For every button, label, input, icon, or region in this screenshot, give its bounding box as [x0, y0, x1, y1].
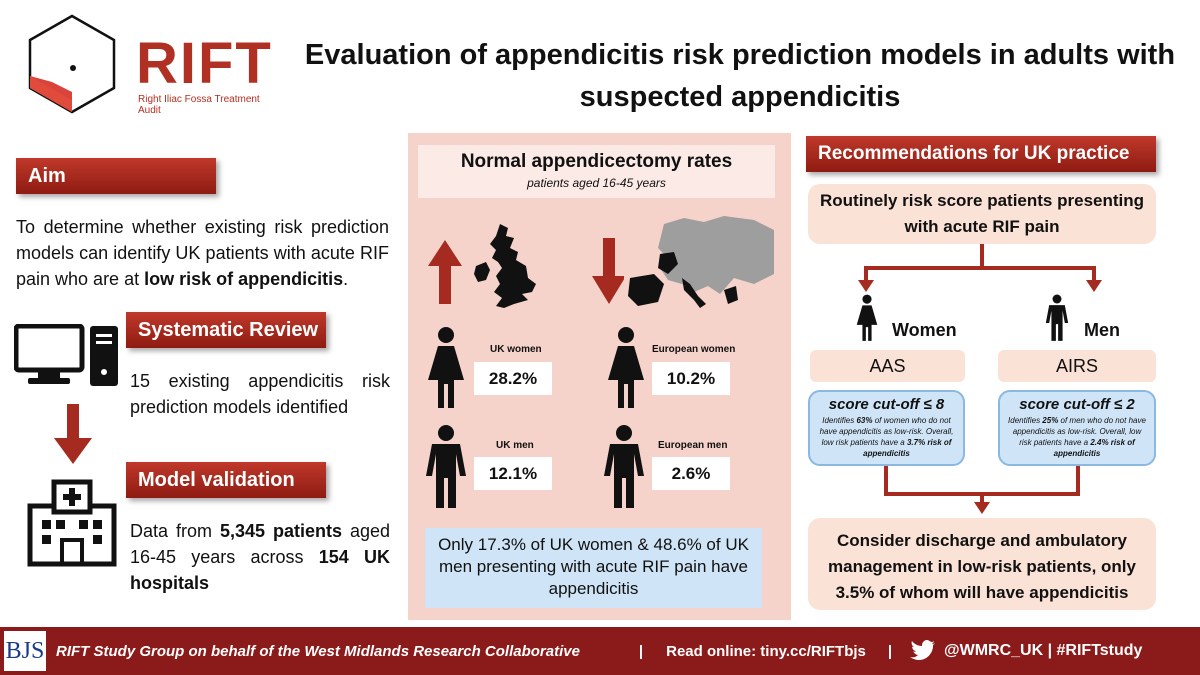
connector-line — [980, 494, 984, 504]
page-title: Evaluation of appendicitis risk predicti… — [304, 39, 1176, 113]
uk-women-value: 28.2% — [474, 362, 552, 395]
woman-icon — [428, 327, 464, 408]
man-icon — [426, 425, 466, 508]
airs-score-box: score cut-off ≤ 2 Identifies 25% of men … — [998, 390, 1156, 466]
read-online-link[interactable]: Read online: tiny.cc/RIFTbjs — [666, 642, 866, 660]
arrow-down-icon — [54, 404, 92, 464]
aas-score-description: Identifies 63% of women who do not have … — [819, 416, 954, 458]
twitter-handle[interactable]: @WMRC_UK | #RIFTstudy — [944, 642, 1143, 659]
recommendations-heading: Recommendations for UK practice — [806, 136, 1156, 172]
systematic-review-text: 15 existing appendicitis risk prediction… — [130, 371, 390, 417]
normal-appendicectomy-header: Normal appendicectomy rates patients age… — [418, 145, 775, 198]
airs-score-description: Identifies 25% of men who do not have ap… — [1008, 416, 1146, 458]
aas-score-box: score cut-off ≤ 8 Identifies 63% of wome… — [808, 390, 965, 466]
women-label: Women — [892, 320, 957, 340]
twitter-icon[interactable] — [910, 640, 936, 662]
european-women-label: European women — [652, 344, 736, 355]
arrowhead-icon — [1086, 280, 1102, 292]
arrow-down-red-icon — [592, 238, 626, 304]
airs-score-cutoff: score cut-off ≤ 2 — [1019, 396, 1135, 413]
bjs-logo: BJS — [4, 631, 46, 671]
connector-line — [864, 266, 868, 282]
footer-separator: | — [638, 642, 644, 660]
arrow-up-icon — [428, 240, 462, 304]
european-men-label: European men — [658, 440, 728, 451]
discharge-box: Consider discharge and ambulatory manage… — [808, 518, 1156, 610]
footer-separator: | — [887, 642, 893, 660]
connector-line — [980, 244, 984, 268]
computer-icon — [14, 324, 118, 386]
rift-subtitle: Right Iliac Fossa Treatment Audit — [138, 94, 260, 116]
aim-text: To determine whether existing risk predi… — [16, 217, 389, 289]
model-validation-text: Data from 5,345 patients aged 16-45 year… — [130, 521, 391, 593]
connector-line — [1092, 266, 1096, 282]
summary-box: Only 17.3% of UK women & 48.6% of UK men… — [425, 528, 762, 608]
risk-score-box: Routinely risk score patients presenting… — [808, 184, 1156, 244]
men-label: Men — [1084, 320, 1120, 340]
connector-line — [864, 266, 1096, 270]
airs-box: AIRS — [998, 350, 1156, 382]
model-validation-heading: Model validation — [126, 462, 326, 498]
connector-line — [1076, 466, 1080, 494]
uk-men-value: 12.1% — [474, 457, 552, 490]
uk-men-label: UK men — [496, 440, 534, 451]
aas-score-cutoff: score cut-off ≤ 8 — [828, 396, 945, 413]
connector-line — [884, 466, 888, 494]
european-women-value: 10.2% — [652, 362, 730, 395]
uk-map-icon — [474, 224, 536, 308]
footer: BJS RIFT Study Group on behalf of the We… — [0, 627, 1200, 675]
normal-appendicectomy-subheading: patients aged 16-45 years — [527, 176, 666, 190]
aas-box: AAS — [810, 350, 965, 382]
woman-icon — [608, 327, 644, 408]
systematic-review-heading: Systematic Review — [126, 312, 326, 348]
europe-map-icon — [624, 214, 776, 314]
hospital-icon — [27, 479, 117, 567]
aim-heading: Aim — [16, 158, 216, 194]
european-men-value: 2.6% — [652, 457, 730, 490]
man-icon — [1045, 294, 1069, 341]
footer-group: RIFT Study Group on behalf of the West M… — [56, 642, 580, 660]
arrowhead-icon — [974, 502, 990, 514]
woman-icon — [856, 294, 878, 341]
man-icon — [604, 425, 644, 508]
rift-logo: RIFT Right Iliac Fossa Treatment Audit — [22, 14, 282, 124]
arrowhead-icon — [858, 280, 874, 292]
normal-appendicectomy-heading: Normal appendicectomy rates — [460, 151, 733, 172]
uk-women-label: UK women — [490, 344, 542, 355]
rift-hexagon-icon — [28, 14, 116, 114]
rift-wordmark: RIFT — [136, 31, 273, 96]
